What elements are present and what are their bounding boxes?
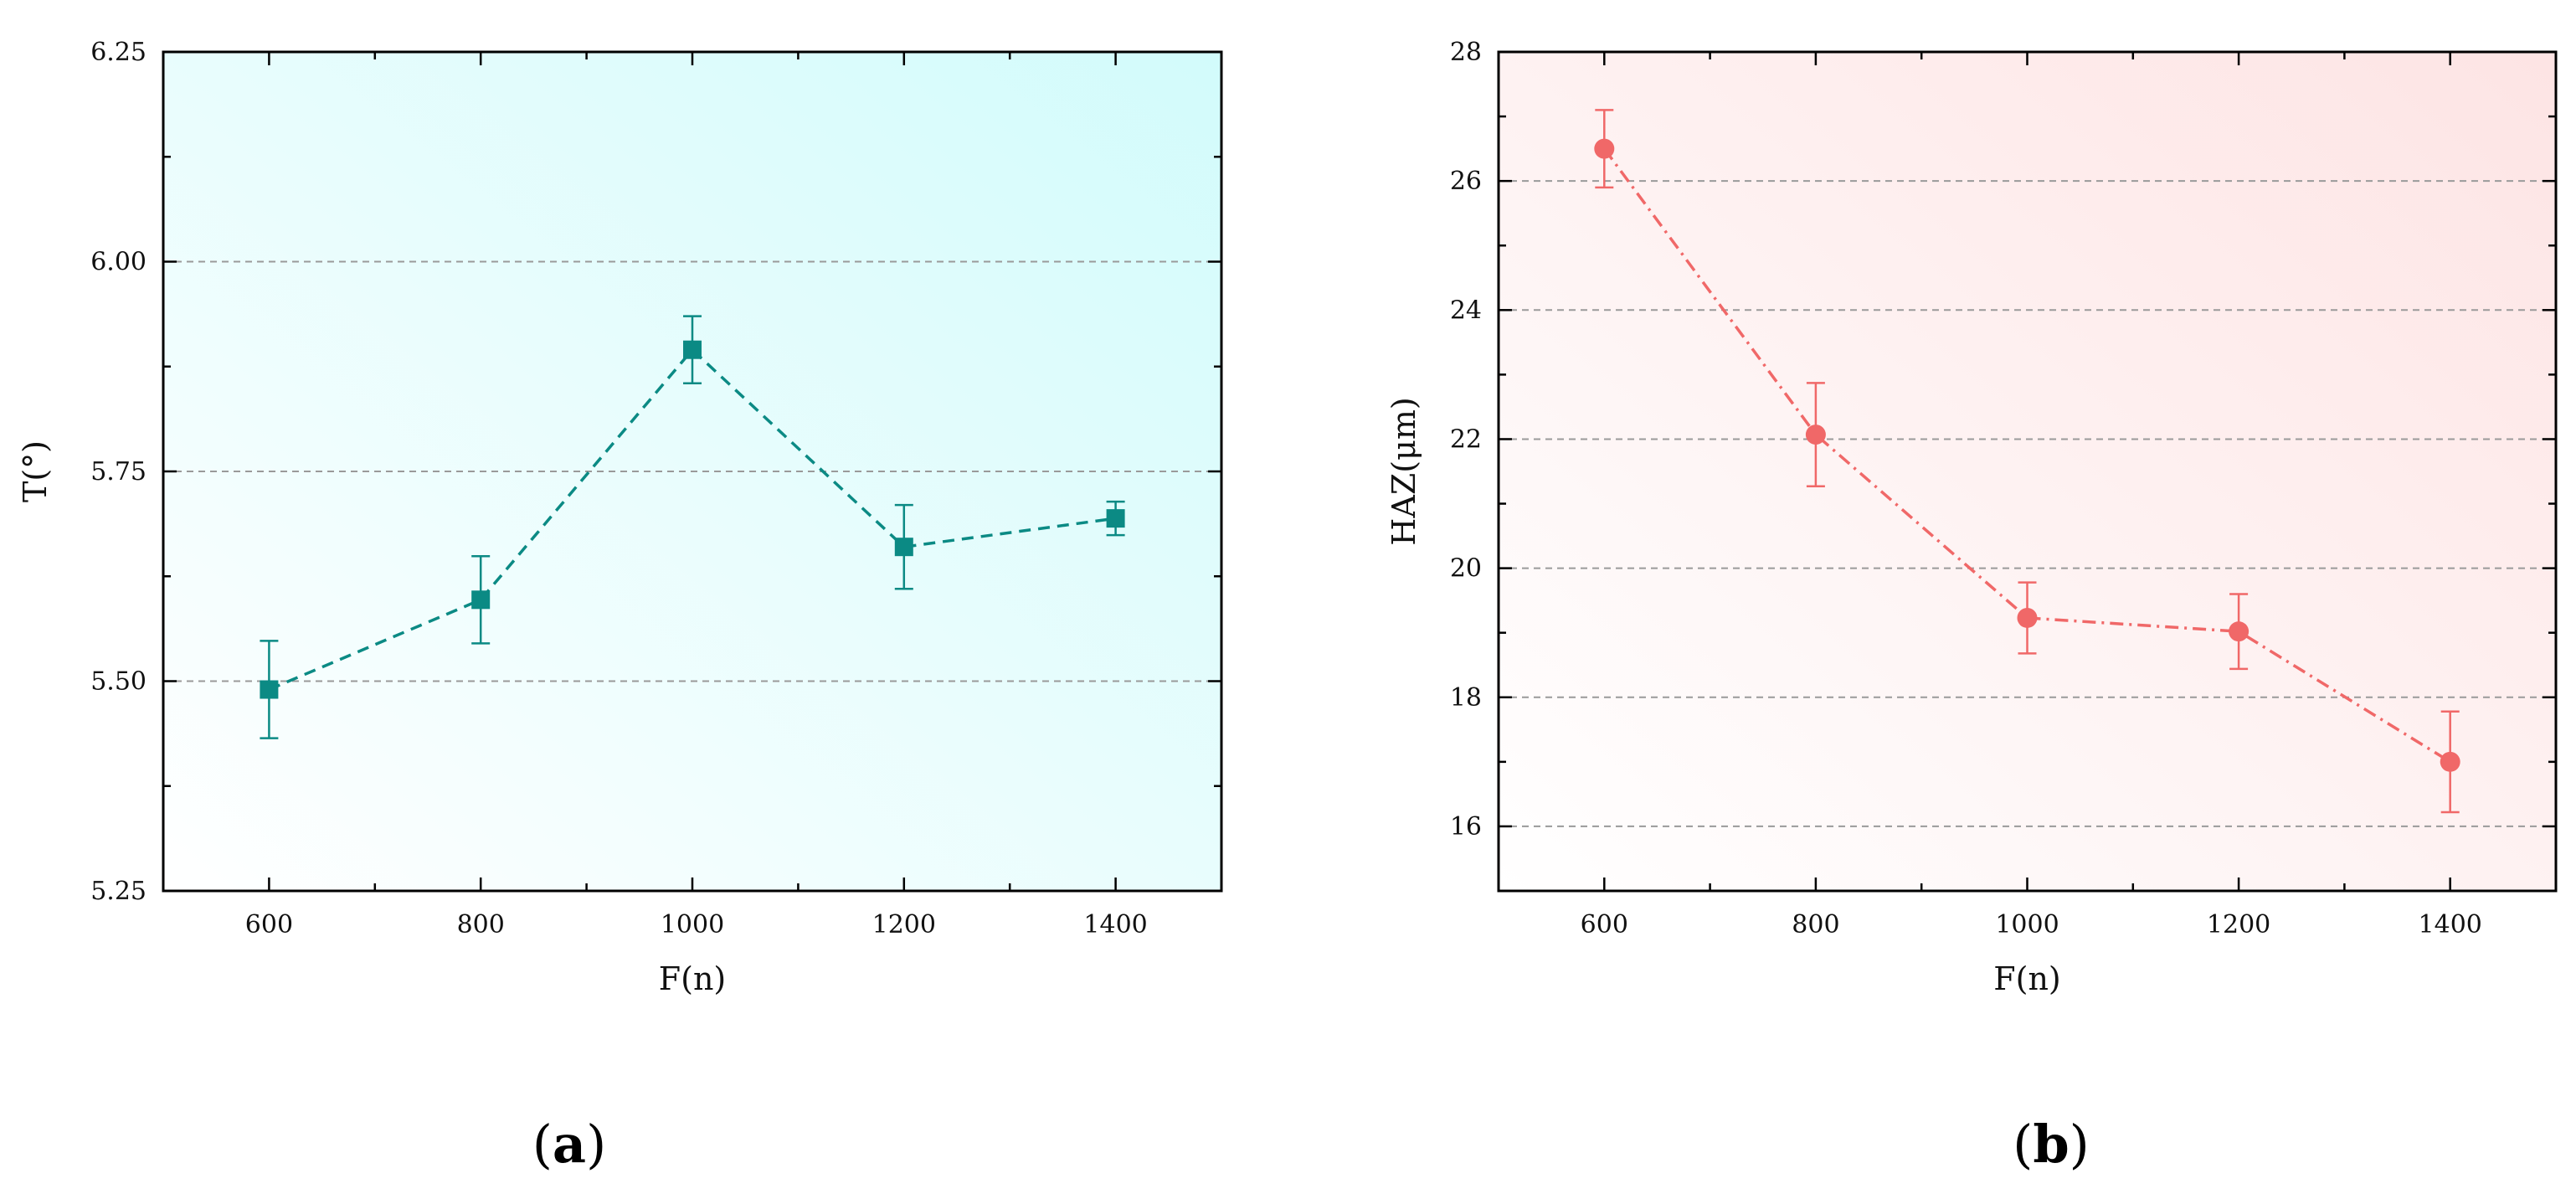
x-tick-label: 1000 — [1995, 910, 2059, 939]
panel-label-a: (a) — [532, 1114, 607, 1175]
y-tick-label: 6.00 — [90, 248, 147, 277]
y-axis-label: T(°) — [17, 440, 54, 502]
plot-background — [1499, 52, 2556, 891]
y-tick-label: 28 — [1450, 38, 1482, 67]
y-tick-label: 26 — [1450, 167, 1482, 196]
y-tick-label: 5.75 — [90, 457, 147, 486]
y-tick-label: 6.25 — [90, 38, 147, 67]
y-tick-label: 5.50 — [90, 667, 147, 697]
x-axis-label: F(n) — [659, 960, 727, 997]
x-tick-label: 1400 — [2419, 910, 2482, 939]
plot-frame — [1497, 50, 2558, 893]
y-axis-label: HAZ(μm) — [1386, 397, 1422, 545]
x-tick-label: 600 — [1581, 910, 1628, 939]
data-point — [1106, 509, 1125, 528]
x-tick-label: 600 — [245, 910, 293, 939]
data-point — [471, 590, 491, 610]
chart-panel-a: 5.25 5.50 5.75 6.00 6.25 600 800 1000 1200 1400 F(… — [17, 38, 1223, 997]
data-point — [1594, 138, 1615, 159]
y-tick-label: 16 — [1450, 812, 1482, 841]
x-tick-label: 1000 — [661, 910, 724, 939]
data-point — [260, 680, 279, 699]
x-tick-label: 800 — [1792, 910, 1839, 939]
x-axis-label: F(n) — [1993, 960, 2061, 997]
data-point — [1805, 425, 1826, 445]
chart-panel-b: 16 18 20 22 24 26 28 600 800 1000 1200 1400 F(n) HAZ(… — [1386, 38, 2558, 997]
y-tick-label: 18 — [1450, 683, 1482, 713]
y-tick-label: 22 — [1450, 425, 1482, 454]
data-point — [683, 340, 702, 359]
x-tick-label: 1200 — [872, 910, 936, 939]
y-tick-label: 20 — [1450, 554, 1482, 584]
data-point — [2229, 621, 2250, 642]
x-tick-label: 800 — [457, 910, 505, 939]
x-tick-label: 1400 — [1083, 910, 1147, 939]
y-tick-label: 24 — [1450, 296, 1482, 325]
data-point — [2440, 751, 2460, 772]
data-point — [894, 538, 913, 557]
panel-label-b: (b) — [2013, 1114, 2090, 1175]
plot-frame — [162, 50, 1223, 893]
x-tick-label: 1200 — [2207, 910, 2270, 939]
y-tick-label: 5.25 — [90, 877, 147, 906]
data-point — [2017, 607, 2038, 628]
